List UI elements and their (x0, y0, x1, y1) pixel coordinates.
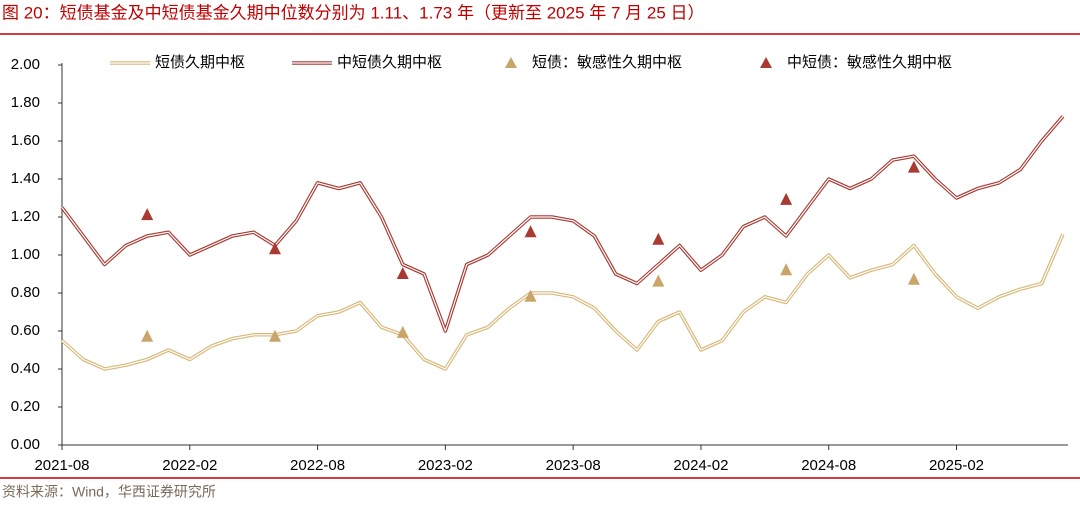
x-tick-label: 2022-08 (290, 457, 345, 474)
x-tick-label: 2024-08 (801, 457, 856, 474)
triangle-marker (780, 263, 793, 276)
x-tick-label: 2024-02 (673, 457, 728, 474)
y-tick-label: 0.60 (11, 322, 40, 339)
x-tick-label: 2023-02 (418, 457, 473, 474)
series-line (60, 233, 1065, 371)
triangle-marker (524, 225, 537, 238)
y-tick-label: 2.00 (11, 56, 40, 73)
x-tick-label: 2023-08 (546, 457, 601, 474)
y-tick-label: 0.20 (11, 398, 40, 415)
triangle-marker (268, 329, 281, 342)
y-tick-label: 0.80 (11, 284, 40, 301)
legend-swatch (505, 57, 517, 68)
y-tick-label: 1.00 (11, 246, 40, 263)
y-tick-label: 1.60 (11, 132, 40, 149)
triangle-marker (907, 272, 920, 285)
series-line-inner (61, 233, 1064, 370)
x-tick-label: 2021-08 (34, 457, 89, 474)
triangle-marker (268, 242, 281, 255)
x-tick-label: 2022-02 (162, 457, 217, 474)
series-line (60, 115, 1065, 333)
legend-label: 中短债：敏感性久期中枢 (787, 54, 952, 71)
triangle-marker (652, 232, 665, 245)
y-tick-label: 0.40 (11, 360, 40, 377)
triangle-marker (396, 267, 409, 279)
legend-label: 中短债久期中枢 (337, 54, 442, 71)
triangle-marker (141, 329, 154, 342)
y-tick-label: 1.80 (11, 94, 40, 111)
source: 资料来源：Wind，华西证券研究所 (2, 484, 216, 500)
chart-title: 图 20：短债基金及中短债基金久期中位数分别为 1.11、1.73 年（更新至 … (2, 3, 705, 22)
triangle-marker (396, 325, 409, 338)
triangle-marker (907, 160, 920, 173)
triangle-marker (780, 192, 793, 205)
series-line-inner (61, 115, 1064, 332)
triangle-marker (141, 208, 154, 221)
triangle-marker (652, 274, 665, 287)
legend-swatch (760, 57, 772, 68)
legend-label: 短债久期中枢 (155, 54, 245, 71)
y-tick-label: 0.00 (11, 436, 40, 453)
x-tick-label: 2025-02 (929, 457, 984, 474)
triangle-marker (524, 289, 537, 302)
y-tick-label: 1.20 (11, 208, 40, 225)
y-tick-label: 1.40 (11, 170, 40, 187)
legend-label: 短债：敏感性久期中枢 (532, 54, 682, 71)
